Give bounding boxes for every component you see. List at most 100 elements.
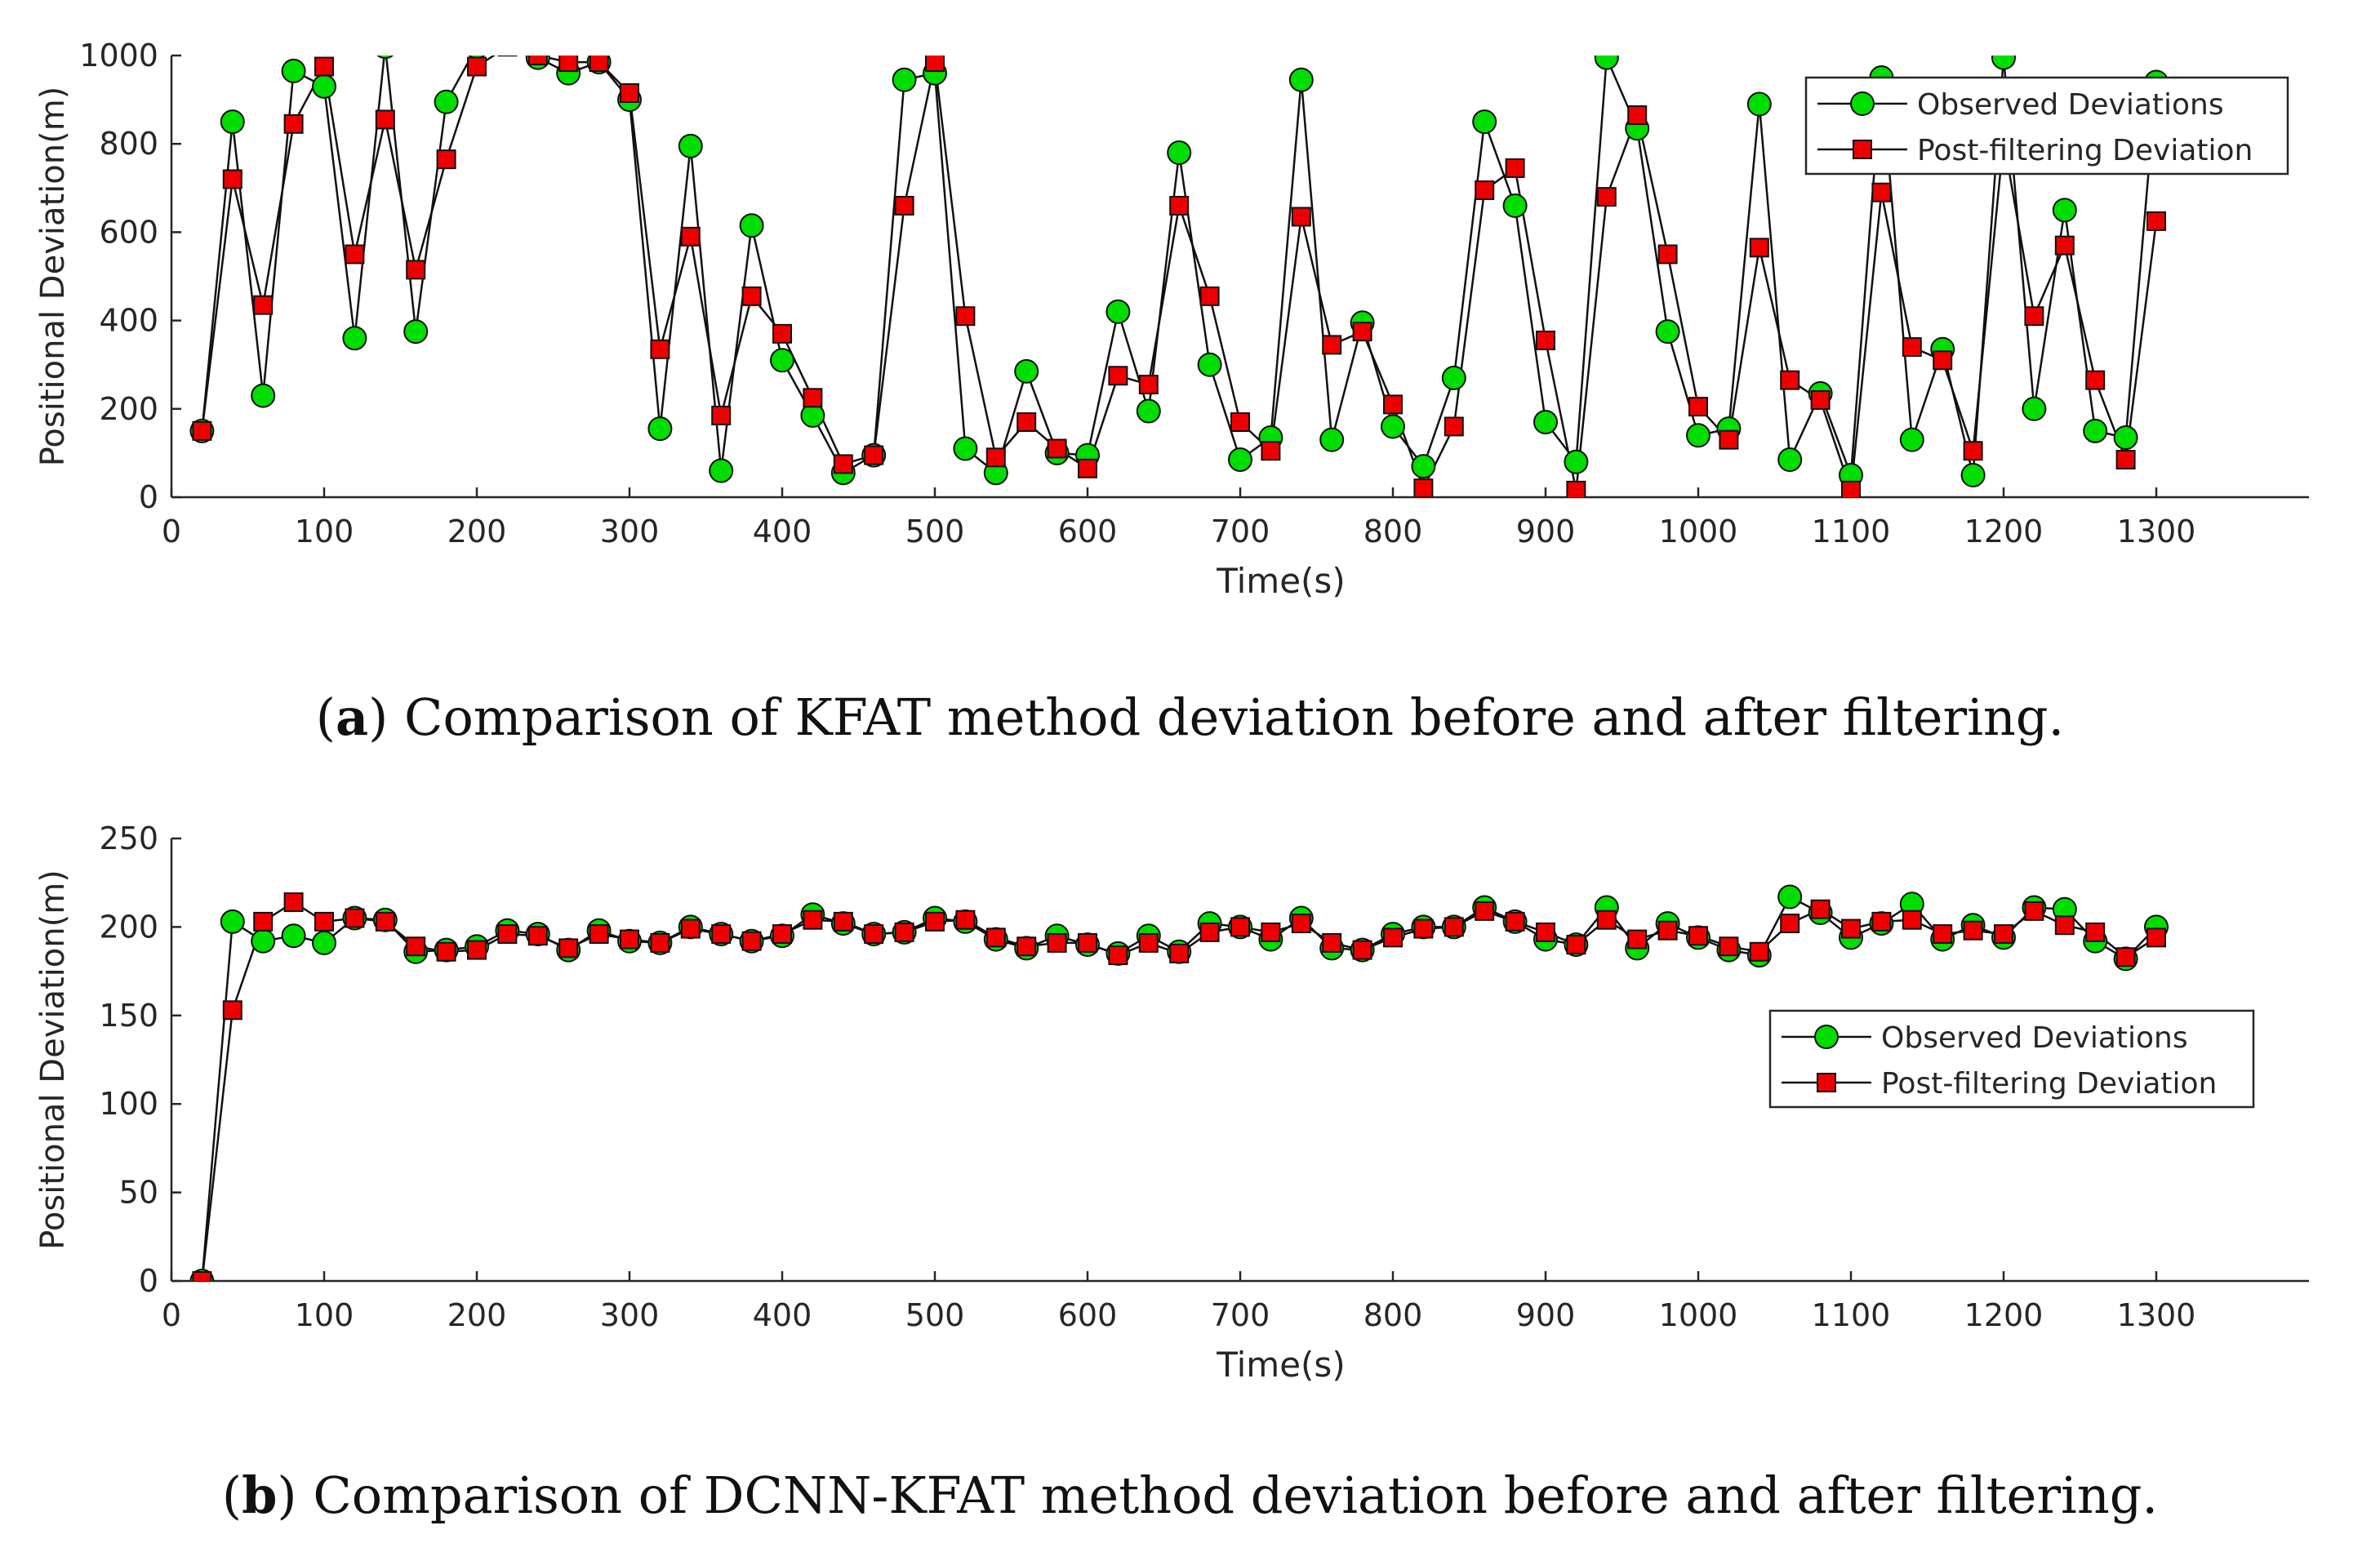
panel-a-series-1-point xyxy=(589,56,609,73)
panel-b-y-tick-label: 0 xyxy=(139,1263,158,1299)
panel-b-series-1-point xyxy=(1780,914,1800,934)
panel-a-series-0-point xyxy=(1777,447,1803,473)
panel-b-series-0-point xyxy=(220,909,245,934)
panel-b-series-1-point xyxy=(1657,920,1678,941)
panel-a-series-0-point xyxy=(2083,418,2108,443)
panel-b-series-1-point xyxy=(1871,911,1892,932)
panel-b-x-tick-label: 900 xyxy=(1516,1297,1576,1333)
panel-a-x-tick-label: 500 xyxy=(905,514,965,549)
panel-a-series-0-point xyxy=(376,56,394,60)
panel-a-series-1-point xyxy=(1627,105,1648,126)
panel-a-series-1-point xyxy=(1230,412,1250,433)
panel-a-x-tick-label: 1100 xyxy=(1812,514,1891,549)
panel-a-series-0-point xyxy=(1533,410,1558,435)
panel-a-legend-label-0: Observed Deviations xyxy=(1917,88,2224,122)
panel-a-series-1-point xyxy=(1780,370,1800,390)
panel-a-series-1-point xyxy=(2146,211,2166,231)
panel-a-y-tick-label: 600 xyxy=(99,214,158,250)
panel-b-series-1-point xyxy=(1138,932,1159,953)
panel-a-x-tick-label: 0 xyxy=(162,514,181,549)
panel-a-y-tick-label: 1000 xyxy=(79,38,158,73)
panel-b-series-1-point xyxy=(1413,918,1434,939)
panel-a-series-0-point xyxy=(953,436,978,461)
panel-b-x-tick-label: 0 xyxy=(162,1297,181,1333)
panel-b-x-tick-label: 600 xyxy=(1058,1297,1118,1333)
panel-b-series-1-point xyxy=(2146,927,2166,948)
panel-b-series-1-point xyxy=(497,924,518,945)
panel-b-series-1-point xyxy=(253,911,274,932)
panel-a-series-0-point xyxy=(1899,427,1924,452)
panel-a-series-1-point xyxy=(1322,335,1342,355)
panel-a-series-1-point xyxy=(1352,322,1372,342)
panel-b-x-tick-label: 1000 xyxy=(1659,1297,1738,1333)
panel-a-series-1-point xyxy=(1413,478,1434,497)
panel-a-series-0-point xyxy=(1991,56,2016,70)
panel-a-x-tick-label: 600 xyxy=(1058,514,1118,549)
panel-b-series-1-point xyxy=(1291,914,1311,934)
panel-a-y-tick-label: 200 xyxy=(99,391,158,427)
panel-b-series-1-point xyxy=(620,929,639,949)
panel-a-series-0-point xyxy=(1502,193,1528,218)
panel-a-series-1-point xyxy=(1078,458,1097,478)
caption-a-letter: a xyxy=(335,687,369,747)
panel-a-series-1-point xyxy=(1657,244,1678,265)
panel-a-series-1-point xyxy=(1199,286,1220,306)
panel-a-series-0-point xyxy=(1472,109,1497,135)
panel-a-series-0-point xyxy=(312,73,336,99)
panel-a-series-0-point xyxy=(1411,454,1436,479)
panel-b-series-1-point xyxy=(955,909,976,930)
panel-a-series-1-point xyxy=(985,447,1006,468)
panel-a-legend-marker-0 xyxy=(1850,91,1875,116)
panel-b-series-1-point xyxy=(467,940,487,960)
panel-a-series-0-point xyxy=(709,458,734,483)
panel-a-series-1-point xyxy=(558,56,579,73)
panel-b-series-1-point xyxy=(1475,901,1495,921)
panel-a-series-1-point xyxy=(1688,397,1708,417)
panel-a-series-1-point xyxy=(527,56,548,65)
panel-a-y-axis-label: Positional Deviation(m) xyxy=(34,87,72,467)
panel-a-series-1-point xyxy=(1291,207,1311,227)
panel-a-series-1-point xyxy=(222,169,242,189)
panel-b-y-tick-label: 150 xyxy=(99,998,158,1034)
panel-a-series-0-point xyxy=(2052,198,2077,223)
panel-b-series-1-point xyxy=(803,909,823,930)
panel-b-series-1-point xyxy=(1688,926,1708,946)
panel-a-series-1-point xyxy=(1261,441,1281,461)
panel-a-series-1-point xyxy=(436,149,456,170)
panel-a-series-1-point xyxy=(497,56,518,57)
panel-a-series-1-point xyxy=(894,195,914,216)
panel-b-series-1-point xyxy=(1017,936,1037,957)
panel-b-series-1-point xyxy=(1108,945,1128,966)
panel-a-series-1-point xyxy=(1566,480,1586,497)
panel-a-x-tick-label: 100 xyxy=(295,514,354,549)
panel-a-series-0-point xyxy=(1167,140,1192,166)
panel-a-x-tick-label: 1300 xyxy=(2117,514,2196,549)
panel-a-series-1-point xyxy=(192,420,212,441)
panel-a-series-0-point xyxy=(1105,299,1131,324)
panel-b-series-1-point xyxy=(894,922,914,942)
panel-a-series-1-point xyxy=(1810,389,1831,410)
panel-b-series-1-point xyxy=(1230,917,1250,937)
panel-b-series-1-point xyxy=(1169,943,1190,963)
panel-a-series-1-point xyxy=(772,323,792,344)
panel-a-series-1-point xyxy=(1596,187,1617,207)
panel-a-series-1-point xyxy=(1841,480,1861,497)
panel-a-series-0-point xyxy=(1136,398,1161,424)
panel-a-x-tick-label: 800 xyxy=(1363,514,1423,549)
panel-b-y-axis-label: Positional Deviation(m) xyxy=(34,869,72,1250)
panel-a-series-0-point xyxy=(678,133,703,158)
panel-b-x-tick-label: 300 xyxy=(600,1297,660,1333)
panel-b-series-1-point xyxy=(2085,922,2106,942)
panel-a-series-1-point xyxy=(1505,158,1525,178)
panel-a-series-1-point xyxy=(1138,375,1159,395)
panel-a-series-0-point xyxy=(892,67,917,92)
panel-a-series-1-point xyxy=(375,109,395,130)
panel-a-series-1-point xyxy=(620,82,639,103)
panel-a-series-0-point xyxy=(1441,365,1466,390)
panel-b-series-1-point xyxy=(406,936,426,957)
panel-a-series-1-point xyxy=(925,56,945,73)
panel-a-plot-area xyxy=(189,56,2169,497)
panel-a: 0 100 200 300 400 500 600 700 800 900 1000 1100 1200… xyxy=(34,38,2309,601)
panel-b-series-1-point xyxy=(1505,911,1525,932)
